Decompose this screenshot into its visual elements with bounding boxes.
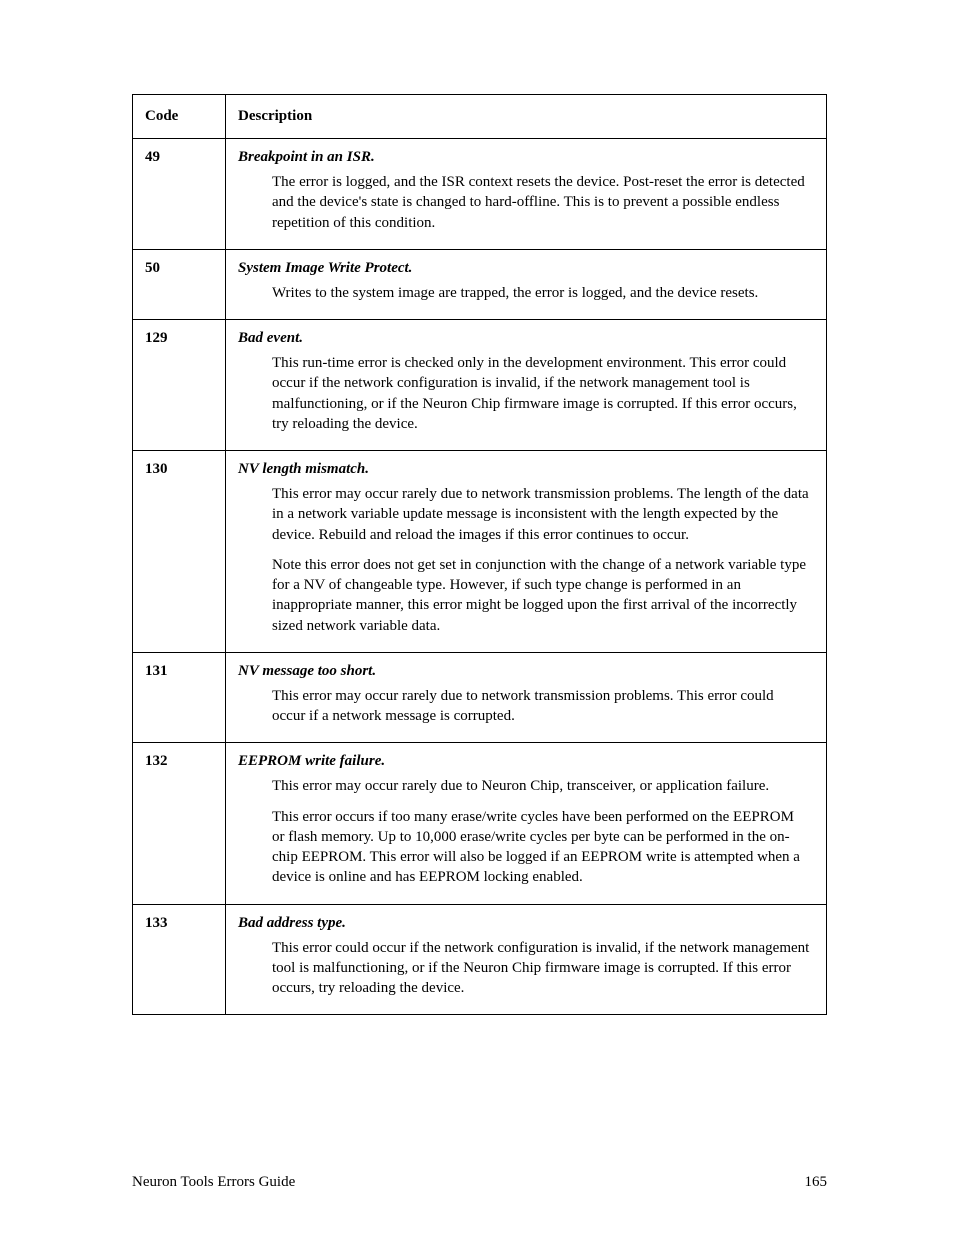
table-row: 50 System Image Write Protect. Writes to t… bbox=[133, 249, 827, 319]
table-row: 130 NV length mismatch. This error may occ… bbox=[133, 451, 827, 653]
error-title: NV message too short. bbox=[238, 663, 814, 680]
code-cell: 131 bbox=[133, 652, 226, 743]
code-cell: 49 bbox=[133, 139, 226, 250]
code-cell: 133 bbox=[133, 904, 226, 1015]
error-title: Breakpoint in an ISR. bbox=[238, 149, 814, 166]
description-cell: NV message too short. This error may occu… bbox=[226, 652, 827, 743]
description-cell: EEPROM write failure. This error may occu… bbox=[226, 743, 827, 904]
code-cell: 132 bbox=[133, 743, 226, 904]
table-row: 131 NV message too short. This error may o… bbox=[133, 652, 827, 743]
error-title: NV length mismatch. bbox=[238, 461, 814, 478]
description-cell: Bad address type. This error could occur … bbox=[226, 904, 827, 1015]
table-header-row: Code Description bbox=[133, 95, 827, 139]
error-paragraph: This error may occur rarely due to Neuro… bbox=[272, 776, 810, 796]
error-paragraph: This error occurs if too many erase/writ… bbox=[272, 807, 810, 888]
footer-page-number: 165 bbox=[805, 1174, 828, 1191]
error-title: Bad address type. bbox=[238, 915, 814, 932]
error-paragraph: This run-time error is checked only in t… bbox=[272, 353, 810, 434]
error-paragraph: This error may occur rarely due to netwo… bbox=[272, 484, 810, 545]
table-body: 49 Breakpoint in an ISR. The error is logg… bbox=[133, 139, 827, 1015]
error-title: EEPROM write failure. bbox=[238, 753, 814, 770]
error-title: System Image Write Protect. bbox=[238, 260, 814, 277]
error-paragraph: Note this error does not get set in conj… bbox=[272, 555, 810, 636]
code-cell: 50 bbox=[133, 249, 226, 319]
table-row: 49 Breakpoint in an ISR. The error is logg… bbox=[133, 139, 827, 250]
table-row: 129 Bad event. This run-time error is chec… bbox=[133, 320, 827, 451]
header-description: Description bbox=[226, 95, 827, 139]
table-row: 133 Bad address type. This error could occ… bbox=[133, 904, 827, 1015]
description-cell: Bad event. This run-time error is checked… bbox=[226, 320, 827, 451]
error-paragraph: The error is logged, and the ISR context… bbox=[272, 172, 810, 233]
error-paragraph: This error may occur rarely due to netwo… bbox=[272, 686, 810, 727]
description-cell: NV length mismatch. This error may occur … bbox=[226, 451, 827, 653]
description-cell: System Image Write Protect. Writes to the… bbox=[226, 249, 827, 319]
footer-title: Neuron Tools Errors Guide bbox=[132, 1174, 295, 1191]
error-title: Bad event. bbox=[238, 330, 814, 347]
code-cell: 129 bbox=[133, 320, 226, 451]
error-paragraph: This error could occur if the network co… bbox=[272, 938, 810, 999]
table-row: 132 EEPROM write failure. This error may o… bbox=[133, 743, 827, 904]
error-codes-table: Code Description 49Breakpoint in an ISR.… bbox=[132, 94, 827, 1015]
description-cell: Breakpoint in an ISR. The error is logged… bbox=[226, 139, 827, 250]
page-footer: Neuron Tools Errors Guide 165 bbox=[132, 1174, 827, 1191]
error-paragraph: Writes to the system image are trapped, … bbox=[272, 283, 810, 303]
header-code: Code bbox=[133, 95, 226, 139]
code-cell: 130 bbox=[133, 451, 226, 653]
